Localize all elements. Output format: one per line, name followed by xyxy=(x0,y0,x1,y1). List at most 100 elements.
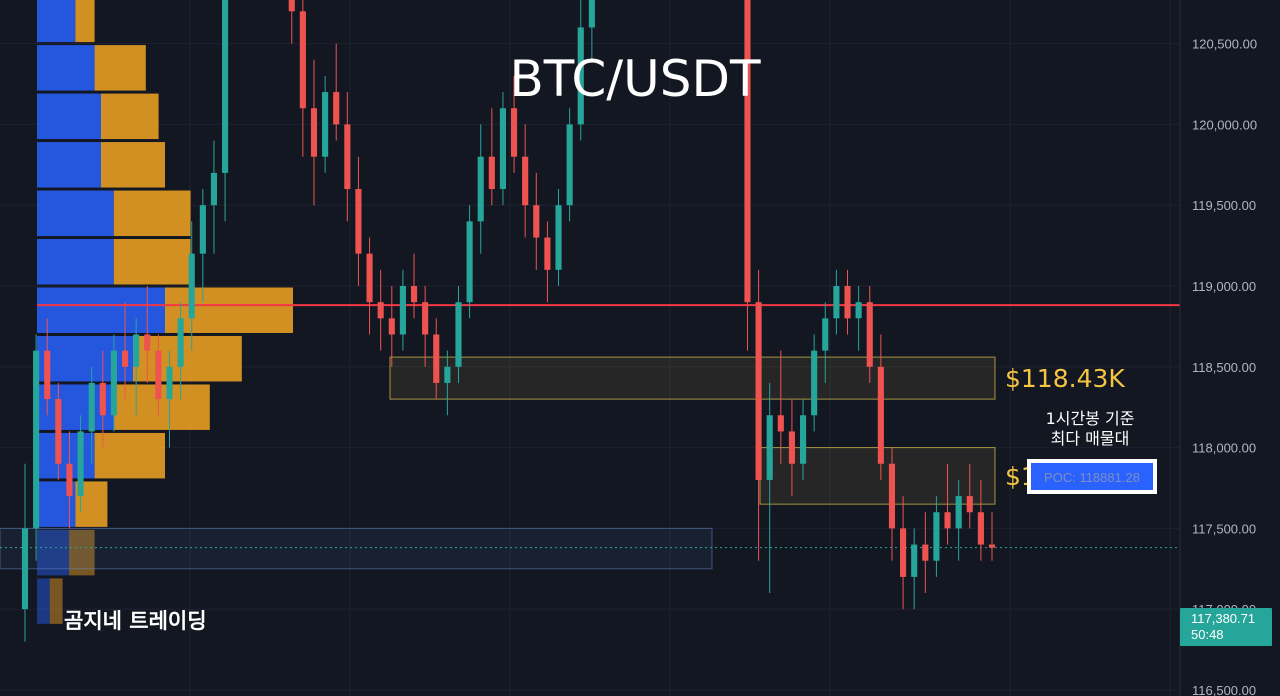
candle xyxy=(88,366,95,464)
candle-body xyxy=(588,0,595,28)
candle xyxy=(466,205,473,319)
candle xyxy=(199,189,206,303)
candle-body xyxy=(144,334,151,351)
candle xyxy=(355,156,362,286)
candle xyxy=(188,221,195,351)
candle-body xyxy=(755,302,762,480)
vp-buy-bar xyxy=(37,335,133,382)
candle-body xyxy=(355,189,362,254)
volume-profile-row xyxy=(37,0,95,43)
supply-zones xyxy=(0,356,996,570)
candle-body xyxy=(522,156,529,206)
candle xyxy=(66,431,73,529)
candle xyxy=(455,286,462,383)
candle xyxy=(822,302,829,383)
candle xyxy=(844,269,851,335)
candle-body xyxy=(577,27,584,125)
vp-buy-bar xyxy=(37,142,101,188)
vp-buy-bar xyxy=(37,432,95,479)
candle-body xyxy=(822,318,829,351)
candle xyxy=(110,334,117,432)
vp-sell-bar xyxy=(101,93,159,140)
candle xyxy=(121,302,129,400)
candle xyxy=(944,463,951,545)
candle xyxy=(833,269,840,335)
candle-body xyxy=(21,528,29,610)
candle-body xyxy=(110,350,117,416)
candle-body xyxy=(955,496,962,529)
candle xyxy=(399,269,406,351)
candle-body xyxy=(900,528,907,577)
vp-sell-bar xyxy=(101,142,165,188)
price-axis[interactable] xyxy=(1179,0,1280,696)
volume-profile-row xyxy=(37,190,191,237)
volume-profile-row xyxy=(37,529,95,576)
candle-body xyxy=(877,366,884,464)
candle xyxy=(166,350,173,448)
candle-body xyxy=(977,512,984,545)
last-price-value: 117,380.71 xyxy=(1191,611,1255,626)
poc-badge[interactable]: POC: 118881.28 xyxy=(1027,459,1157,494)
candle-body xyxy=(377,302,384,319)
candle-body xyxy=(855,302,862,319)
candle-body xyxy=(99,382,106,416)
candle xyxy=(133,318,140,416)
price-axis-bg[interactable] xyxy=(1180,0,1280,696)
candle-body xyxy=(744,0,751,303)
candle-body xyxy=(866,302,873,367)
candle xyxy=(522,124,529,238)
vp-buy-bar xyxy=(37,578,50,624)
candle xyxy=(788,399,795,497)
candle xyxy=(766,382,773,594)
vp-sell-bar xyxy=(113,190,191,237)
candle-body xyxy=(333,92,340,125)
y-tick-label: 118,500.00 xyxy=(1192,360,1256,375)
y-tick-label: 120,000.00 xyxy=(1192,117,1257,132)
candle xyxy=(377,269,384,351)
candle xyxy=(410,253,418,319)
candle xyxy=(855,286,862,351)
candle xyxy=(866,286,873,383)
volume-profile-row xyxy=(37,239,191,285)
candle xyxy=(99,350,106,448)
candle xyxy=(588,0,595,60)
volume-profile-row xyxy=(37,142,165,188)
candle-body xyxy=(422,302,429,335)
y-tick-label: 116,500.00 xyxy=(1192,683,1256,696)
vp-sell-bar xyxy=(75,0,95,43)
candle xyxy=(477,124,484,254)
watermark: 곰지네 트레이딩 xyxy=(64,609,207,633)
candle xyxy=(144,286,151,383)
candle-body xyxy=(210,172,218,206)
volume-profile-row xyxy=(37,45,146,91)
candle xyxy=(21,463,29,642)
zone-box xyxy=(759,447,996,505)
candle-body xyxy=(388,318,395,335)
y-tick-label: 120,500.00 xyxy=(1192,37,1257,52)
candle-body xyxy=(410,286,418,303)
candle-body xyxy=(811,350,818,416)
candle-body xyxy=(433,334,440,383)
vp-sell-bar xyxy=(165,287,293,333)
y-tick-label: 119,500.00 xyxy=(1192,198,1256,213)
candle-body xyxy=(33,350,40,529)
vp-buy-bar xyxy=(37,93,101,140)
candle-body xyxy=(799,415,807,464)
candle-body xyxy=(399,286,406,335)
candle xyxy=(877,334,884,480)
candle-body xyxy=(44,350,51,400)
candle xyxy=(422,286,429,367)
candle xyxy=(333,43,340,141)
candle-body xyxy=(455,302,462,367)
candle-body xyxy=(199,205,206,254)
vp-sell-bar xyxy=(133,335,242,382)
candle xyxy=(900,496,907,610)
candle xyxy=(977,479,984,561)
candle xyxy=(555,189,562,286)
volume-profile-row xyxy=(37,432,165,479)
zone-box xyxy=(389,356,996,400)
candle xyxy=(799,399,807,480)
candle xyxy=(488,108,495,206)
candle-body xyxy=(533,205,540,238)
